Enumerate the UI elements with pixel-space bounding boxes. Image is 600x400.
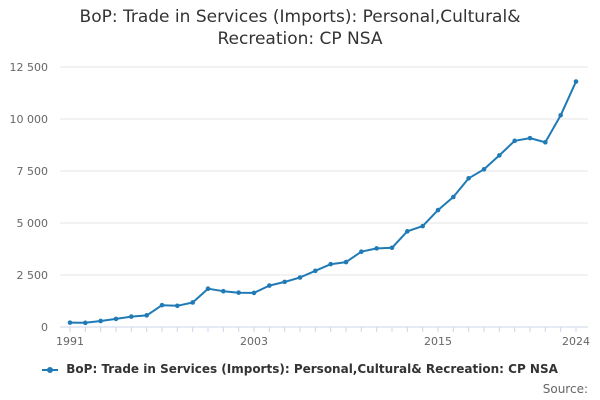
y-tick-label: 12 500 <box>10 61 49 74</box>
data-point[interactable] <box>205 286 211 292</box>
data-point[interactable] <box>236 290 241 295</box>
data-point[interactable] <box>558 112 563 118</box>
y-tick-label: 10 000 <box>10 113 49 126</box>
data-point[interactable] <box>389 245 395 251</box>
data-point[interactable] <box>435 207 441 213</box>
data-point[interactable] <box>527 135 533 141</box>
data-point[interactable] <box>83 320 88 326</box>
chart-title: BoP: Trade in Services (Imports): Person… <box>0 6 600 50</box>
y-tick-label: 0 <box>41 321 48 334</box>
data-point[interactable] <box>481 167 487 172</box>
data-point[interactable] <box>144 313 149 318</box>
data-point[interactable] <box>451 194 456 200</box>
data-point[interactable] <box>267 283 272 288</box>
legend-dot <box>47 366 54 373</box>
data-point[interactable] <box>405 229 410 234</box>
chart-title-line-1: BoP: Trade in Services (Imports): Person… <box>79 7 521 27</box>
data-point[interactable] <box>282 279 287 285</box>
x-tick-label: 2003 <box>240 335 268 348</box>
chart-title-line-2: Recreation: CP NSA <box>217 29 383 49</box>
data-point[interactable] <box>129 314 134 319</box>
data-point[interactable] <box>190 300 195 305</box>
data-point[interactable] <box>497 153 502 158</box>
series-points <box>67 79 579 326</box>
y-tick-label: 5 000 <box>17 217 49 230</box>
data-point[interactable] <box>512 138 517 144</box>
x-tick-label: 1991 <box>56 335 84 348</box>
data-point[interactable] <box>359 249 364 255</box>
data-point[interactable] <box>297 275 303 280</box>
data-point[interactable] <box>251 290 257 296</box>
x-axis-ticks: 1991 2003 2015 2024 <box>56 327 590 348</box>
y-tick-label: 2 500 <box>17 269 49 282</box>
grid-lines <box>60 66 588 276</box>
source-label: Source: <box>542 382 588 396</box>
data-point[interactable] <box>543 139 548 145</box>
y-axis-ticks: 0 2 500 5 000 7 500 10 000 12 500 <box>10 61 49 334</box>
legend-marker <box>42 366 59 374</box>
data-point[interactable] <box>67 320 73 325</box>
chart-legend[interactable]: BoP: Trade in Services (Imports): Person… <box>0 362 600 376</box>
legend-label: BoP: Trade in Services (Imports): Person… <box>66 362 558 376</box>
data-point[interactable] <box>98 318 103 324</box>
data-point[interactable] <box>221 288 226 294</box>
data-point[interactable] <box>573 79 579 84</box>
data-point[interactable] <box>113 316 119 322</box>
data-point[interactable] <box>159 302 165 308</box>
data-point[interactable] <box>328 261 333 267</box>
data-point[interactable] <box>466 175 471 181</box>
data-point[interactable] <box>343 259 349 265</box>
data-point[interactable] <box>420 223 425 229</box>
data-point[interactable] <box>175 303 180 309</box>
x-tick-label: 2015 <box>424 335 452 348</box>
series-line-path <box>69 80 577 324</box>
series-line <box>69 80 577 324</box>
data-point[interactable] <box>313 268 318 274</box>
x-tick-label: 2024 <box>562 335 590 348</box>
data-point[interactable] <box>374 246 379 251</box>
y-tick-label: 7 500 <box>17 165 49 178</box>
